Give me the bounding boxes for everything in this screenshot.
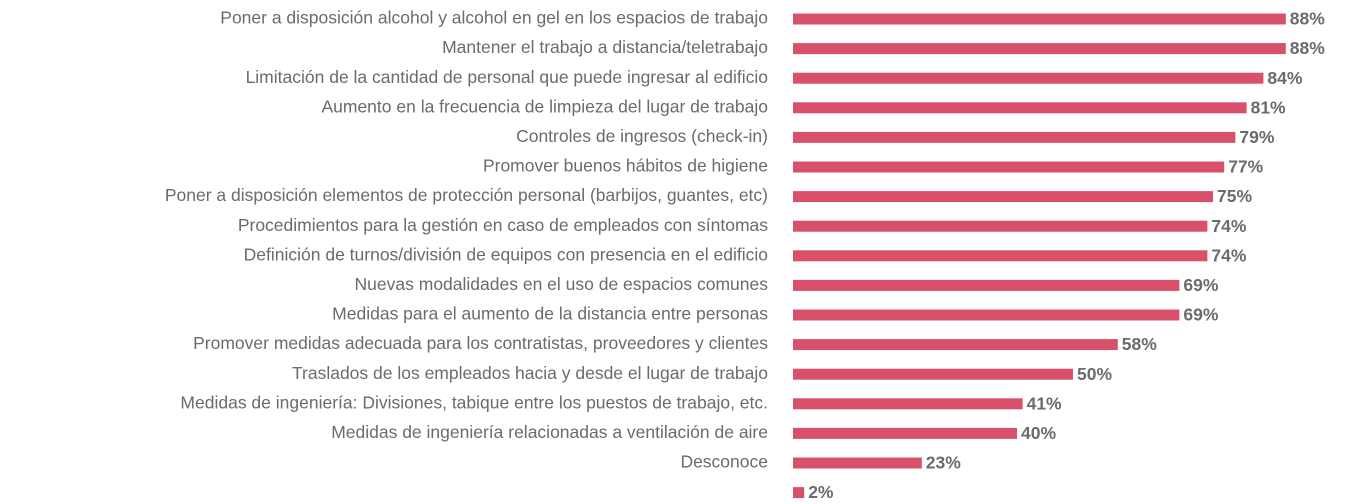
- category-label: Poner a disposición alcohol y alcohol en…: [220, 8, 768, 28]
- bar: [793, 487, 805, 499]
- category-label: Medidas para el aumento de la distancia …: [332, 304, 768, 324]
- value-label: 74%: [1211, 245, 1246, 265]
- bar: [793, 368, 1073, 380]
- category-label: Desconoce: [680, 452, 768, 472]
- value-label: 88%: [1290, 38, 1325, 58]
- bar: [793, 250, 1208, 262]
- value-label: 88%: [1290, 9, 1325, 29]
- value-label: 40%: [1021, 423, 1056, 443]
- bar: [793, 131, 1236, 143]
- category-label: Procedimientos para la gestión en caso d…: [238, 215, 768, 235]
- value-label: 50%: [1077, 364, 1112, 384]
- bar: [793, 279, 1180, 291]
- value-label: 41%: [1027, 393, 1062, 413]
- value-label: 84%: [1267, 68, 1302, 88]
- bar: [793, 43, 1286, 55]
- category-label: Promover medidas adecuada para los contr…: [193, 333, 768, 353]
- bar: [793, 457, 922, 469]
- bar: [793, 339, 1118, 351]
- category-label: Limitación de la cantidad de personal qu…: [246, 67, 768, 87]
- bar: [793, 72, 1264, 84]
- bar: [793, 191, 1213, 203]
- bar: [793, 102, 1247, 114]
- value-label: 69%: [1183, 305, 1218, 325]
- value-label: 74%: [1211, 216, 1246, 236]
- value-label: 69%: [1183, 275, 1218, 295]
- bar: [793, 161, 1225, 173]
- value-label: 75%: [1217, 186, 1252, 206]
- category-label: Medidas de ingeniería: Divisiones, tabiq…: [180, 392, 768, 412]
- bar: [793, 13, 1286, 25]
- value-label: 23%: [926, 453, 961, 473]
- category-label: Medidas de ingeniería relacionadas a ven…: [331, 422, 768, 442]
- category-label: Promover buenos hábitos de higiene: [483, 156, 768, 176]
- bar: [793, 427, 1017, 439]
- category-label: Mantener el trabajo a distancia/teletrab…: [442, 37, 768, 57]
- category-label: Traslados de los empleados hacia y desde…: [292, 363, 768, 383]
- value-label: 81%: [1251, 97, 1286, 117]
- category-label: Aumento en la frecuencia de limpieza del…: [321, 96, 768, 116]
- category-label: Controles de ingresos (check-in): [516, 126, 768, 146]
- category-label: Poner a disposición elementos de protecc…: [165, 185, 768, 205]
- category-label: Definición de turnos/división de equipos…: [244, 244, 768, 264]
- category-label: Nuevas modalidades en el uso de espacios…: [355, 274, 769, 294]
- value-label: 58%: [1122, 334, 1157, 354]
- value-label: 2%: [808, 482, 834, 502]
- value-label: 79%: [1239, 127, 1274, 147]
- bar: [793, 220, 1208, 232]
- bar: [793, 309, 1180, 321]
- value-label: 77%: [1228, 157, 1263, 177]
- bar: [793, 398, 1023, 410]
